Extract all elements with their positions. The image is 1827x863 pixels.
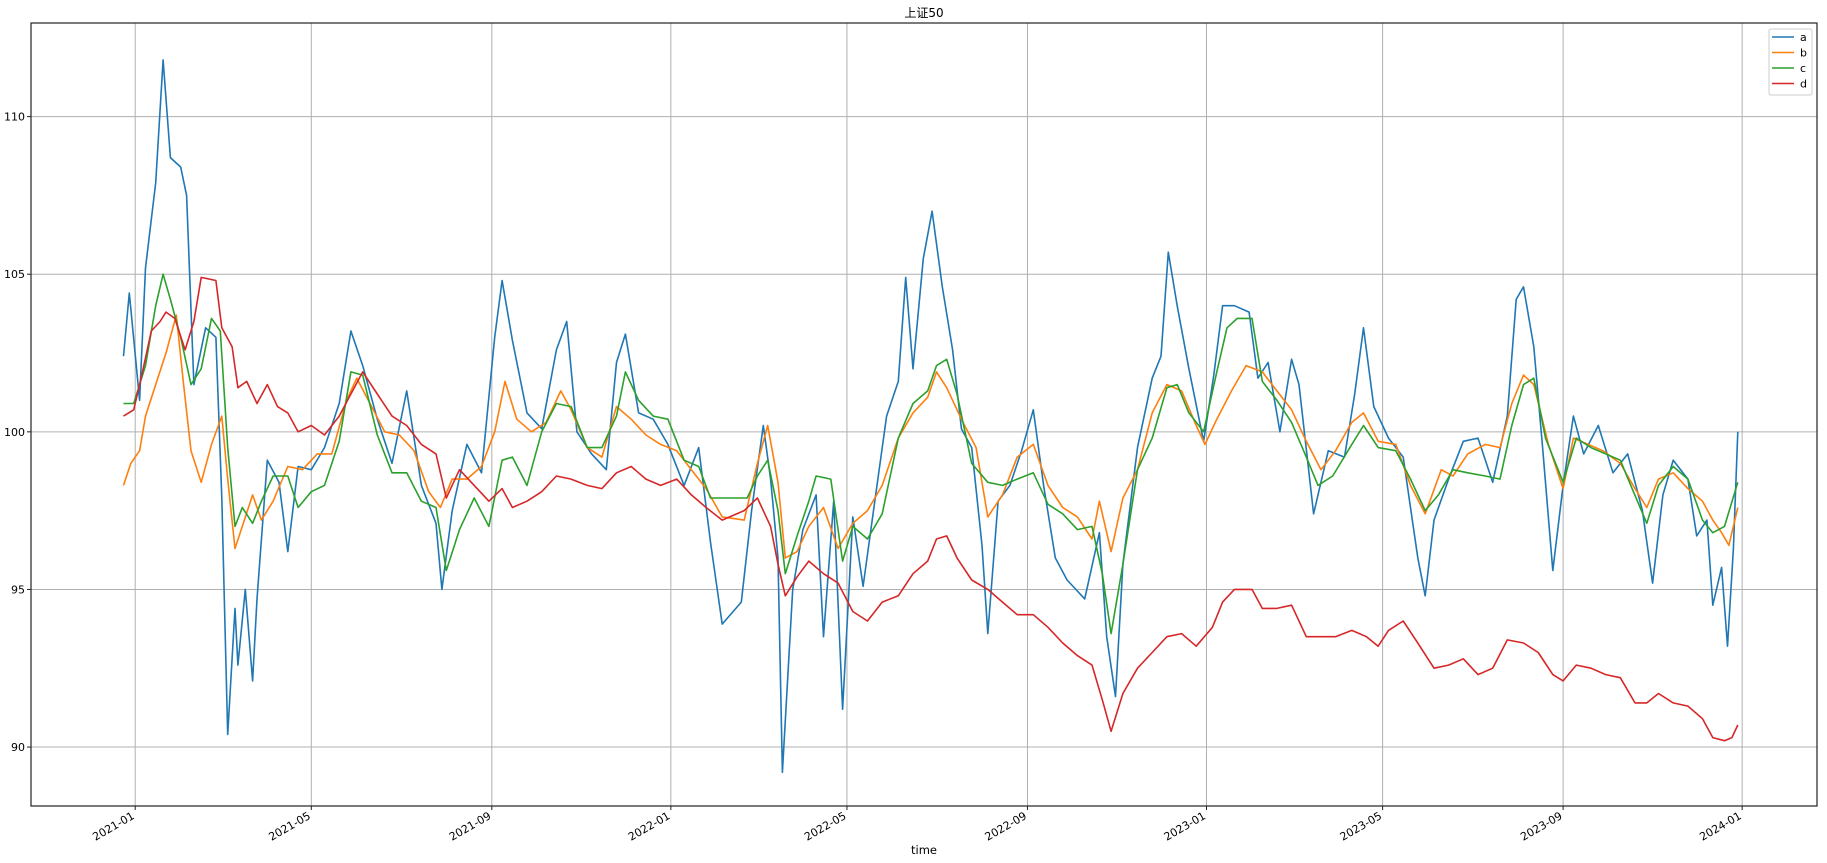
- y-tick-label: 100: [4, 426, 25, 439]
- grid: [31, 23, 1817, 806]
- y-tick-label: 105: [4, 268, 25, 281]
- legend-box: [1768, 28, 1813, 96]
- x-tick-label: 2022-09: [983, 809, 1029, 843]
- x-axis-label: time: [911, 843, 937, 857]
- series-line-c: [123, 273, 1739, 635]
- series-line-a: [122, 59, 1739, 774]
- y-tick-label: 95: [11, 583, 25, 596]
- x-tick-label: 2021-01: [90, 809, 136, 843]
- y-tick-label: 90: [11, 741, 25, 754]
- x-tick-label: 2024-01: [1697, 809, 1743, 843]
- x-tick-label: 2023-01: [1162, 809, 1208, 843]
- legend-label-a: a: [1800, 31, 1807, 44]
- x-tick-label: 2022-05: [802, 809, 848, 843]
- x-tick-label: 2022-01: [626, 809, 672, 843]
- x-tick-label: 2021-09: [447, 809, 493, 843]
- series-lines: [122, 59, 1739, 774]
- y-tick-label: 110: [4, 111, 25, 124]
- x-tick-label: 2021-05: [266, 809, 312, 843]
- legend-label-d: d: [1800, 78, 1807, 91]
- axes-frame: [30, 22, 1818, 807]
- series-line-b: [122, 314, 1739, 559]
- y-axis: 90 95 100 105 110: [4, 111, 31, 754]
- legend-label-b: b: [1800, 47, 1807, 60]
- chart-title: 上证50: [904, 6, 943, 20]
- series-line-d: [123, 276, 1739, 742]
- legend-label-c: c: [1800, 62, 1806, 75]
- x-tick-label: 2023-05: [1338, 809, 1384, 843]
- x-axis: 2021-01 2021-05 2021-09 2022-01 2022-05 2022-…: [90, 806, 1744, 844]
- x-tick-label: 2023-09: [1518, 809, 1564, 843]
